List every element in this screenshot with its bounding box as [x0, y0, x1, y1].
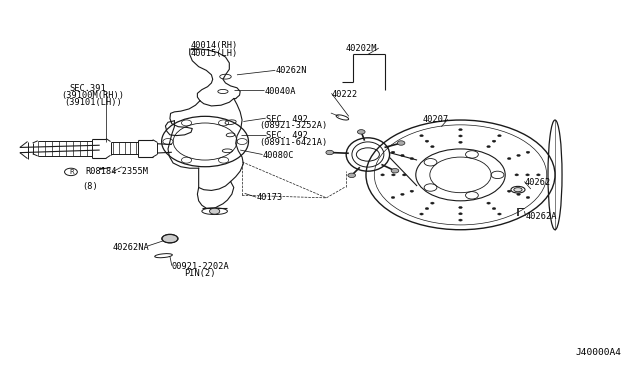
Circle shape — [209, 208, 220, 214]
Text: J40000A4: J40000A4 — [575, 348, 621, 357]
Text: 40262NA: 40262NA — [113, 243, 149, 252]
Text: PIN(2): PIN(2) — [184, 269, 216, 278]
Circle shape — [487, 202, 490, 204]
Circle shape — [391, 151, 395, 153]
Text: 40262N: 40262N — [275, 66, 307, 75]
Circle shape — [526, 174, 529, 176]
Circle shape — [526, 151, 530, 153]
Circle shape — [515, 174, 518, 176]
Circle shape — [420, 135, 423, 137]
Circle shape — [401, 193, 404, 195]
Text: 40014(RH): 40014(RH) — [191, 41, 238, 51]
Circle shape — [401, 154, 404, 157]
Circle shape — [459, 219, 462, 221]
Text: (39100M(RH)): (39100M(RH)) — [61, 92, 124, 100]
Circle shape — [508, 157, 511, 160]
Text: 40207: 40207 — [422, 115, 449, 124]
Text: SEC. 492: SEC. 492 — [266, 131, 308, 141]
Text: 40040A: 40040A — [264, 87, 296, 96]
Circle shape — [357, 130, 365, 134]
Circle shape — [459, 129, 462, 131]
Circle shape — [163, 234, 177, 243]
Text: 40262: 40262 — [524, 178, 550, 187]
Circle shape — [459, 141, 462, 143]
Circle shape — [425, 140, 429, 142]
Text: R: R — [70, 169, 75, 175]
Text: 40202M: 40202M — [346, 44, 377, 52]
Text: 40080C: 40080C — [262, 151, 294, 160]
Text: R08184-2355M: R08184-2355M — [86, 167, 148, 176]
Text: 00921-2202A: 00921-2202A — [172, 262, 230, 271]
Circle shape — [392, 174, 396, 176]
Circle shape — [431, 145, 434, 148]
Text: (39101(LH)): (39101(LH)) — [65, 99, 122, 108]
Text: (8): (8) — [83, 182, 98, 191]
Circle shape — [348, 173, 356, 177]
Circle shape — [536, 174, 540, 176]
Circle shape — [492, 140, 496, 142]
Circle shape — [391, 169, 399, 173]
Circle shape — [397, 141, 405, 145]
Text: 40262A: 40262A — [525, 212, 557, 221]
Circle shape — [425, 208, 429, 209]
Text: (08921-3252A): (08921-3252A) — [259, 122, 328, 131]
Ellipse shape — [514, 187, 522, 192]
Circle shape — [410, 190, 413, 192]
Circle shape — [459, 135, 462, 137]
Text: (08911-6421A): (08911-6421A) — [259, 138, 328, 147]
Circle shape — [508, 190, 511, 192]
Circle shape — [326, 150, 333, 155]
Circle shape — [459, 213, 462, 215]
Text: SEC.391: SEC.391 — [70, 84, 106, 93]
Circle shape — [516, 193, 520, 195]
Circle shape — [381, 174, 385, 176]
Text: 40015(LH): 40015(LH) — [191, 49, 238, 58]
Circle shape — [492, 208, 496, 209]
Circle shape — [420, 213, 423, 215]
Circle shape — [487, 145, 490, 148]
Circle shape — [516, 154, 520, 157]
Text: SEC. 492: SEC. 492 — [266, 115, 308, 124]
Circle shape — [459, 206, 462, 209]
Circle shape — [498, 213, 501, 215]
Circle shape — [410, 157, 413, 160]
Circle shape — [403, 174, 406, 176]
Text: 40173: 40173 — [256, 193, 282, 202]
Circle shape — [526, 196, 530, 199]
Circle shape — [498, 135, 501, 137]
Circle shape — [431, 202, 434, 204]
Circle shape — [391, 196, 395, 199]
Text: 40222: 40222 — [332, 90, 358, 99]
